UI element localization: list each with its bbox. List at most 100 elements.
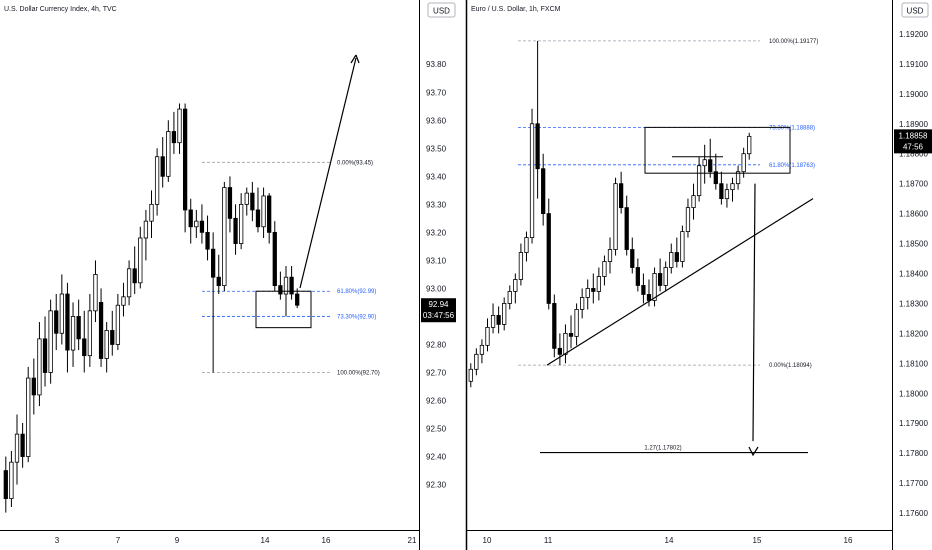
candle-body [529,123,535,238]
candle-body [93,274,98,312]
y-tick-label: 1.19100 [899,60,928,69]
fib-level-label: 73.30%(92.90) [337,314,376,320]
candle-body [143,220,149,239]
candle-body [490,315,496,328]
candle-body [126,268,132,298]
candle-body [54,310,59,334]
candle-body [685,207,691,232]
left-currency-badge[interactable]: USD [427,2,456,18]
candle-body [535,123,540,170]
projection-arrow-line [299,57,357,289]
candle-body [702,159,707,167]
y-tick-label: 92.60 [426,397,447,406]
fib-level-label: 61.80%(92.99) [337,289,376,295]
candle-body [552,303,557,349]
order-zone-box [644,126,791,174]
countdown-timer: 03:47:56 [423,311,455,320]
candle-body [115,304,121,345]
y-tick-label: 93.20 [426,228,447,237]
right-currency-badge[interactable]: USD [901,2,929,18]
candle-body [646,294,652,301]
candle-body [524,237,529,253]
fib-level-label: 100.00%(1.19177) [769,39,818,45]
candle-body [244,192,249,205]
fib-level-label: 0.00%(93.45) [337,160,373,166]
last-price-value: 1.18858 [899,131,928,140]
candle-body [691,195,696,209]
candle-body [82,338,87,357]
candle-body [267,195,272,233]
x-tick-label: 16 [322,536,331,545]
x-tick-label: 10 [483,536,492,545]
candle-body [149,203,154,222]
projection-arrow-line [752,183,756,442]
y-tick-label: 92.50 [426,425,447,434]
candle-body [568,332,574,337]
candle-body [719,183,724,200]
candle-body [641,285,646,295]
candle-body [591,288,596,292]
candle-body [182,108,188,211]
candle-body [669,252,674,268]
candle-body [104,330,109,359]
fib-level-label: 0.00%(1.18094) [769,363,812,369]
right-chart-pane[interactable]: 1.19200 1.19100 1.19000 1.18900 1.18800 1.187… [468,30,932,545]
extension-target-label: 1.27(1.17802) [644,446,681,452]
candle-body [42,338,48,373]
candle-body [724,189,730,200]
candle-body [211,248,216,278]
candle-body [110,330,115,345]
y-tick-label: 93.70 [426,88,447,97]
candle-body [59,293,64,334]
y-tick-label: 93.00 [426,284,447,293]
y-tick-label: 1.18000 [899,389,928,398]
candle-body [657,273,663,286]
y-tick-label: 1.18500 [899,240,928,249]
candle-body [227,187,233,219]
candle-body [98,302,104,359]
candle-body [199,220,205,233]
left-chart-pane[interactable]: 93.80 93.70 93.60 93.50 93.40 93.30 93.20 93.10… [3,54,456,545]
x-tick-label: 11 [544,536,553,545]
candle-body [255,209,261,228]
candle-body [26,377,31,457]
candle-body [696,165,702,197]
right-chart-title: Euro / U.S. Dollar, 1h, FXCM [471,6,561,13]
candle-body [233,217,238,244]
order-zone-box [255,290,312,329]
candle-body [557,347,563,355]
candle-body [171,131,177,144]
candle-body [747,135,752,155]
y-tick-label: 93.80 [426,60,447,69]
x-tick-label: 14 [665,536,674,545]
candle-body [502,303,507,325]
candle-body [507,291,512,304]
arrowhead-down-icon [748,446,759,457]
candle-body [680,231,685,262]
candle-body [138,237,143,284]
y-tick-label: 1.18600 [899,210,928,219]
candle-body [730,183,735,191]
candle-body [541,168,546,215]
y-tick-label: 1.17900 [899,419,928,428]
candle-body [14,433,20,463]
candle-body [735,171,741,185]
candle-body [3,470,8,499]
y-tick-label: 92.80 [426,340,447,349]
y-tick-label: 93.10 [426,256,447,265]
y-tick-label: 92.40 [426,453,447,462]
candle-body [132,268,137,284]
y-tick-label: 1.18100 [899,359,928,368]
y-tick-label: 92.70 [426,368,447,377]
x-tick-label: 9 [175,536,180,545]
candle-body [261,195,266,228]
candle-body [48,310,53,373]
fib-level-label: 100.00%(92.70) [337,370,380,376]
candle-body [289,276,294,295]
candle-body [674,252,679,262]
candle-body [518,252,524,280]
candle-body [602,261,607,277]
candle-body [485,326,490,346]
candle-body [9,461,14,499]
